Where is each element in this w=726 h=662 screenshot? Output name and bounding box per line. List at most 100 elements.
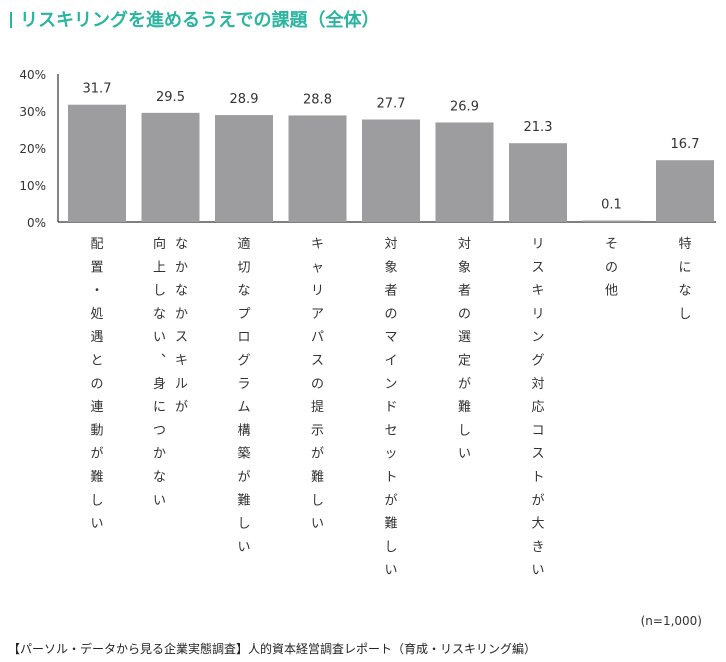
category-label-char: グ	[237, 354, 250, 369]
bar	[362, 119, 420, 222]
chart-title-text: リスキリングを進めるうえでの課題（全体）	[20, 10, 380, 31]
data-label: 31.7	[83, 82, 112, 97]
category-label-char: プ	[237, 307, 250, 322]
category-label-char: し	[458, 423, 471, 438]
category-label-char: ン	[531, 330, 544, 345]
category-label-char: ・	[90, 284, 103, 299]
category-label-char: き	[531, 540, 544, 555]
category-label-char: の	[605, 260, 618, 275]
category-label-char: い	[153, 330, 166, 345]
category-label-char: 他	[605, 284, 618, 299]
category-label-char: の	[458, 307, 471, 322]
data-label: 16.7	[671, 137, 700, 152]
category-label-char: と	[90, 354, 103, 369]
category-label-char: ャ	[311, 260, 324, 275]
category-label-char: い	[531, 563, 544, 578]
category-label-char: 難	[384, 517, 397, 532]
bar	[68, 104, 126, 222]
bar	[435, 122, 494, 222]
category-label-char: が	[384, 493, 397, 508]
category-label-char: リ	[531, 307, 544, 322]
y-tick-label: 40%	[19, 68, 46, 82]
category-label-char: ス	[311, 354, 324, 369]
category-label-char: 者	[458, 284, 471, 299]
category-label-char: ト	[531, 470, 544, 485]
category-label-char: い	[153, 493, 166, 508]
category-label-char: 特	[678, 237, 691, 252]
category-label-char: し	[678, 307, 691, 322]
category-label-char: リ	[531, 237, 544, 252]
bar	[509, 143, 567, 222]
category-label-char: 向	[153, 236, 166, 252]
category-label-char: か	[175, 307, 188, 322]
category-label-char: ラ	[237, 377, 250, 392]
category-label-char: の	[311, 377, 324, 392]
category-label-char: な	[175, 284, 188, 299]
category-label-char: な	[153, 307, 166, 322]
category-label-char: 処	[90, 307, 103, 322]
category-label-char: 者	[384, 284, 397, 299]
category-label-char: ム	[237, 400, 250, 415]
category-label-char: 定	[458, 354, 471, 369]
category-label-char: 対	[384, 237, 397, 252]
bar	[141, 112, 200, 222]
category-label-char: 上	[153, 260, 166, 275]
category-label-char: コ	[531, 423, 544, 438]
category-label-char: 対	[458, 237, 471, 252]
category-label-char: な	[678, 284, 691, 299]
category-label-char: キ	[531, 284, 544, 299]
category-label-char: そ	[605, 237, 618, 252]
category-label-char: に	[153, 400, 166, 415]
category-label-char: 提	[311, 399, 324, 415]
category-label-char: 切	[237, 260, 250, 275]
category-label-char: 対	[531, 377, 544, 392]
category-label-char: 難	[90, 470, 103, 485]
category-label-char: の	[384, 307, 397, 322]
source-caption: 【パーソル・データから見る企業実態調査】人的資本経営調査レポート（育成・リスキリ…	[8, 642, 537, 656]
category-label-char: か	[153, 447, 166, 462]
category-label-char: グ	[531, 354, 544, 369]
y-tick-label: 30%	[19, 105, 46, 119]
category-label-char: 示	[311, 423, 324, 438]
category-label-char: ︑	[153, 354, 166, 369]
category-label-char: つ	[153, 423, 166, 438]
category-label-char: ス	[531, 447, 544, 462]
category-label-char: 難	[311, 470, 324, 485]
category-label-char: 象	[384, 260, 397, 275]
category-label-char: 構	[237, 423, 250, 438]
category-label-char: な	[237, 284, 250, 299]
category-label-char: マ	[384, 330, 397, 345]
sample-size-note: (n=1,000)	[640, 614, 702, 628]
data-label: 27.7	[377, 97, 406, 112]
category-label-char: 難	[237, 493, 250, 508]
category-label-char: 遇	[90, 330, 103, 345]
y-tick-label: 20%	[19, 142, 46, 156]
category-label-char: 大	[531, 517, 544, 532]
category-label-char: パ	[311, 330, 324, 345]
category-label-char: 連	[90, 400, 103, 415]
data-label: 26.9	[450, 99, 479, 114]
category-label-char: 置	[90, 260, 103, 275]
category-label-char: ト	[384, 470, 397, 485]
data-label: 28.9	[230, 92, 259, 107]
category-label-char: し	[153, 284, 166, 299]
category-label-char: 配	[90, 237, 103, 252]
category-label-char: が	[175, 400, 188, 415]
category-label-char: し	[90, 493, 103, 508]
category-label-char: キ	[175, 354, 188, 369]
category-label-char: な	[175, 237, 188, 252]
category-label-char: い	[90, 517, 103, 532]
y-tick-label: 10%	[19, 179, 46, 193]
category-label-char: い	[237, 540, 250, 555]
data-label: 0.1	[601, 198, 622, 213]
category-label-char: ア	[311, 307, 324, 322]
data-label: 28.8	[303, 92, 332, 107]
y-tick-label: 0%	[27, 216, 46, 230]
category-label-char: に	[678, 260, 691, 275]
category-label-char: セ	[384, 423, 397, 438]
chart-title: リスキリングを進めるうえでの課題（全体）	[10, 6, 379, 32]
title-accent-bar	[10, 12, 12, 28]
category-label-char: が	[237, 470, 250, 485]
category-label-char: ス	[175, 330, 188, 345]
